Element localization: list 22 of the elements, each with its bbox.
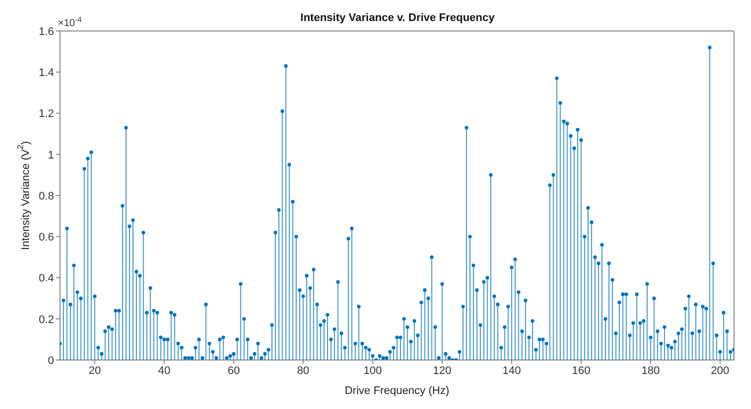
x-tick-label: 140 [502,364,521,377]
x-tick-label: 20 [88,364,101,377]
x-tick-label: 200 [710,364,730,377]
y-tick-label: 0.8 [38,190,54,202]
x-tick-label: 100 [364,364,382,377]
x-axis-title: Drive Frequency (Hz) [344,385,450,397]
chart-title: Intensity Variance v. Drive Frequency [300,12,495,24]
x-tick-label: 40 [158,364,170,377]
y-tick-label: 1.4 [38,67,54,80]
text: ×10$^{-4}$ [58,14,82,29]
y-tick-label: 0.4 [38,272,54,285]
y-tick-label: 1.2 [38,108,54,120]
y-tick-label: 1.6 [38,26,54,38]
y-tick-label: 1 [48,149,54,162]
x-tick-label: 160 [572,364,590,377]
x-tick-label: 120 [432,364,452,377]
x-tick-label: 60 [228,364,240,377]
y-tick-label: 0.6 [38,232,54,244]
y-tick-label: 0.2 [38,314,54,326]
x-tick-label: 180 [641,364,660,377]
y-tick-label: 0 [48,354,54,367]
x-tick-label: 80 [297,364,310,377]
